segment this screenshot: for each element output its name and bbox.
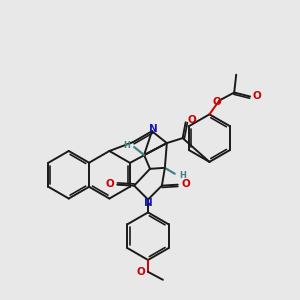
Text: N: N — [144, 197, 152, 208]
Text: O: O — [105, 179, 114, 189]
Text: N: N — [148, 124, 157, 134]
Text: O: O — [187, 115, 196, 125]
Text: O: O — [137, 267, 146, 277]
Text: H: H — [179, 171, 186, 180]
Text: O: O — [212, 98, 221, 107]
Text: H: H — [123, 140, 130, 149]
Text: O: O — [181, 179, 190, 189]
Text: O: O — [253, 91, 261, 100]
